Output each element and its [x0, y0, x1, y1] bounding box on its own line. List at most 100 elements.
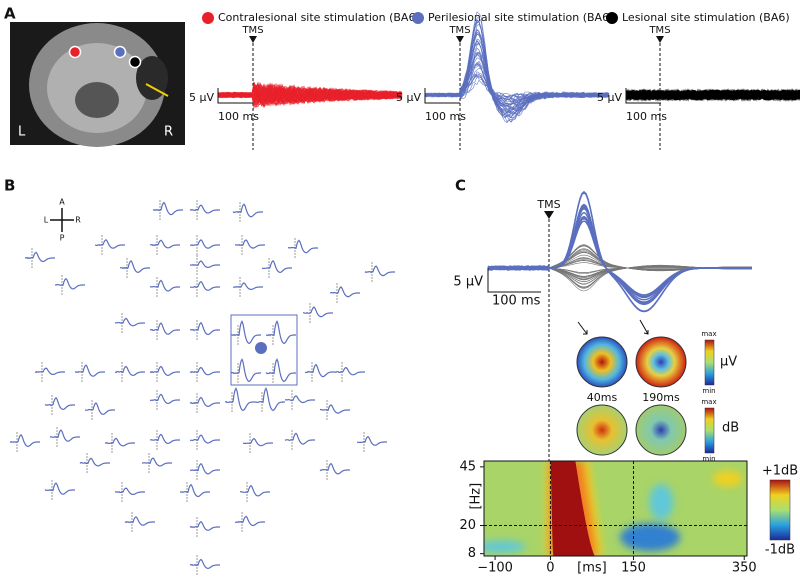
eeg-trace — [487, 211, 752, 301]
eeg-trace — [149, 239, 180, 249]
eeg-trace — [44, 396, 75, 411]
colorbar — [769, 479, 791, 541]
y-tick-label: 45 — [459, 459, 476, 474]
mri-side: R — [164, 125, 173, 140]
highlight-box — [230, 314, 298, 386]
eeg-trace — [189, 520, 220, 531]
marker-triangle — [656, 36, 664, 43]
eeg-trace — [114, 487, 145, 496]
x-axis-label: [ms] — [577, 561, 607, 576]
eeg-trace — [190, 321, 220, 336]
eeg-trace — [179, 483, 210, 498]
panel-label: B — [4, 177, 15, 195]
y-axis-label: [Hz] — [469, 483, 484, 510]
legend-label: Lesional site stimulation (BA6) — [622, 11, 790, 24]
eeg-trace — [487, 220, 752, 296]
legend-marker — [606, 12, 618, 24]
eeg-trace — [329, 286, 360, 298]
scale-label: 5 µV — [597, 91, 622, 104]
scale-label: 5 µV — [396, 91, 421, 104]
eeg-trace — [304, 363, 335, 378]
eeg-trace — [231, 319, 261, 345]
eeg-trace — [189, 462, 220, 475]
eeg-trace — [424, 29, 610, 116]
scale-label: 100 ms — [626, 110, 667, 123]
mri-side: L — [18, 125, 26, 140]
colorbar-label: min — [702, 455, 715, 463]
eeg-trace — [152, 201, 183, 216]
colorbar-label: max — [701, 330, 716, 338]
eeg-trace — [49, 429, 80, 442]
eeg-trace — [234, 239, 265, 249]
colorbar-label: +1dB — [762, 464, 798, 479]
colorbar-unit: µV — [720, 355, 737, 370]
eeg-trace — [424, 17, 610, 123]
eeg-trace — [79, 457, 110, 467]
eeg-trace — [119, 260, 150, 274]
eeg-trace — [34, 367, 65, 376]
eeg-trace — [287, 239, 318, 254]
compass-label: L — [44, 216, 49, 225]
scale-bar — [217, 88, 253, 104]
eeg-trace — [217, 84, 403, 107]
heatmap-cell — [649, 484, 674, 521]
eeg-trace — [149, 393, 180, 405]
eeg-trace — [232, 203, 263, 218]
eeg-trace — [74, 364, 105, 377]
x-tick-label: 350 — [732, 561, 757, 576]
eeg-trace — [487, 206, 752, 304]
eeg-trace — [487, 203, 752, 306]
topography — [576, 404, 628, 456]
scale-bar — [424, 88, 460, 104]
plot-layer: Contralesional site stimulation (BA6) Per… — [9, 11, 800, 576]
plot-frame — [483, 460, 748, 557]
colorbar-label: -1dB — [765, 543, 795, 558]
eeg-trace — [55, 277, 85, 290]
eeg-trace — [44, 482, 75, 495]
eeg-trace — [9, 433, 40, 448]
latency-label: 40ms — [587, 391, 618, 404]
eeg-trace — [284, 395, 315, 404]
scale-label: 100 ms — [492, 294, 541, 309]
eeg-trace — [265, 319, 296, 345]
eeg-trace — [265, 357, 296, 383]
eeg-trace — [190, 434, 220, 444]
scale-bar — [625, 88, 661, 104]
site-dot — [128, 55, 142, 69]
eeg-trace — [334, 366, 365, 376]
compass-label: A — [59, 198, 65, 207]
heatmap — [484, 461, 747, 556]
colorbar-label: max — [701, 398, 716, 406]
site-dot — [113, 45, 127, 59]
eeg-trace — [319, 462, 350, 475]
heatmap-cell — [712, 470, 743, 487]
eeg-trace — [319, 404, 350, 414]
eeg-trace — [149, 365, 180, 377]
legend-marker — [202, 12, 214, 24]
marker-label: TMS — [448, 25, 470, 36]
eeg-trace — [217, 84, 403, 103]
colorbar — [704, 339, 715, 386]
scale-label: 100 ms — [218, 110, 259, 123]
eeg-trace — [104, 437, 135, 447]
eeg-trace — [625, 88, 800, 102]
eeg-trace — [114, 365, 145, 377]
eeg-trace — [232, 282, 263, 291]
topography — [576, 336, 628, 388]
eeg-trace — [149, 322, 180, 335]
eeg-trace — [95, 239, 125, 249]
eeg-trace — [189, 280, 220, 291]
eeg-trace — [217, 83, 403, 105]
eeg-trace — [284, 432, 315, 445]
eeg-trace — [261, 259, 292, 274]
eeg-trace — [357, 435, 387, 446]
legend-label: Contralesional site stimulation (BA6) — [218, 11, 420, 24]
topography — [635, 404, 687, 456]
eeg-trace — [190, 239, 220, 249]
panel-label: A — [4, 5, 16, 23]
legend-label: Perilesional site stimulation (BA6) — [428, 11, 613, 24]
heatmap-cell — [550, 461, 595, 556]
eeg-trace — [115, 317, 145, 327]
panel-label: C — [455, 177, 466, 195]
